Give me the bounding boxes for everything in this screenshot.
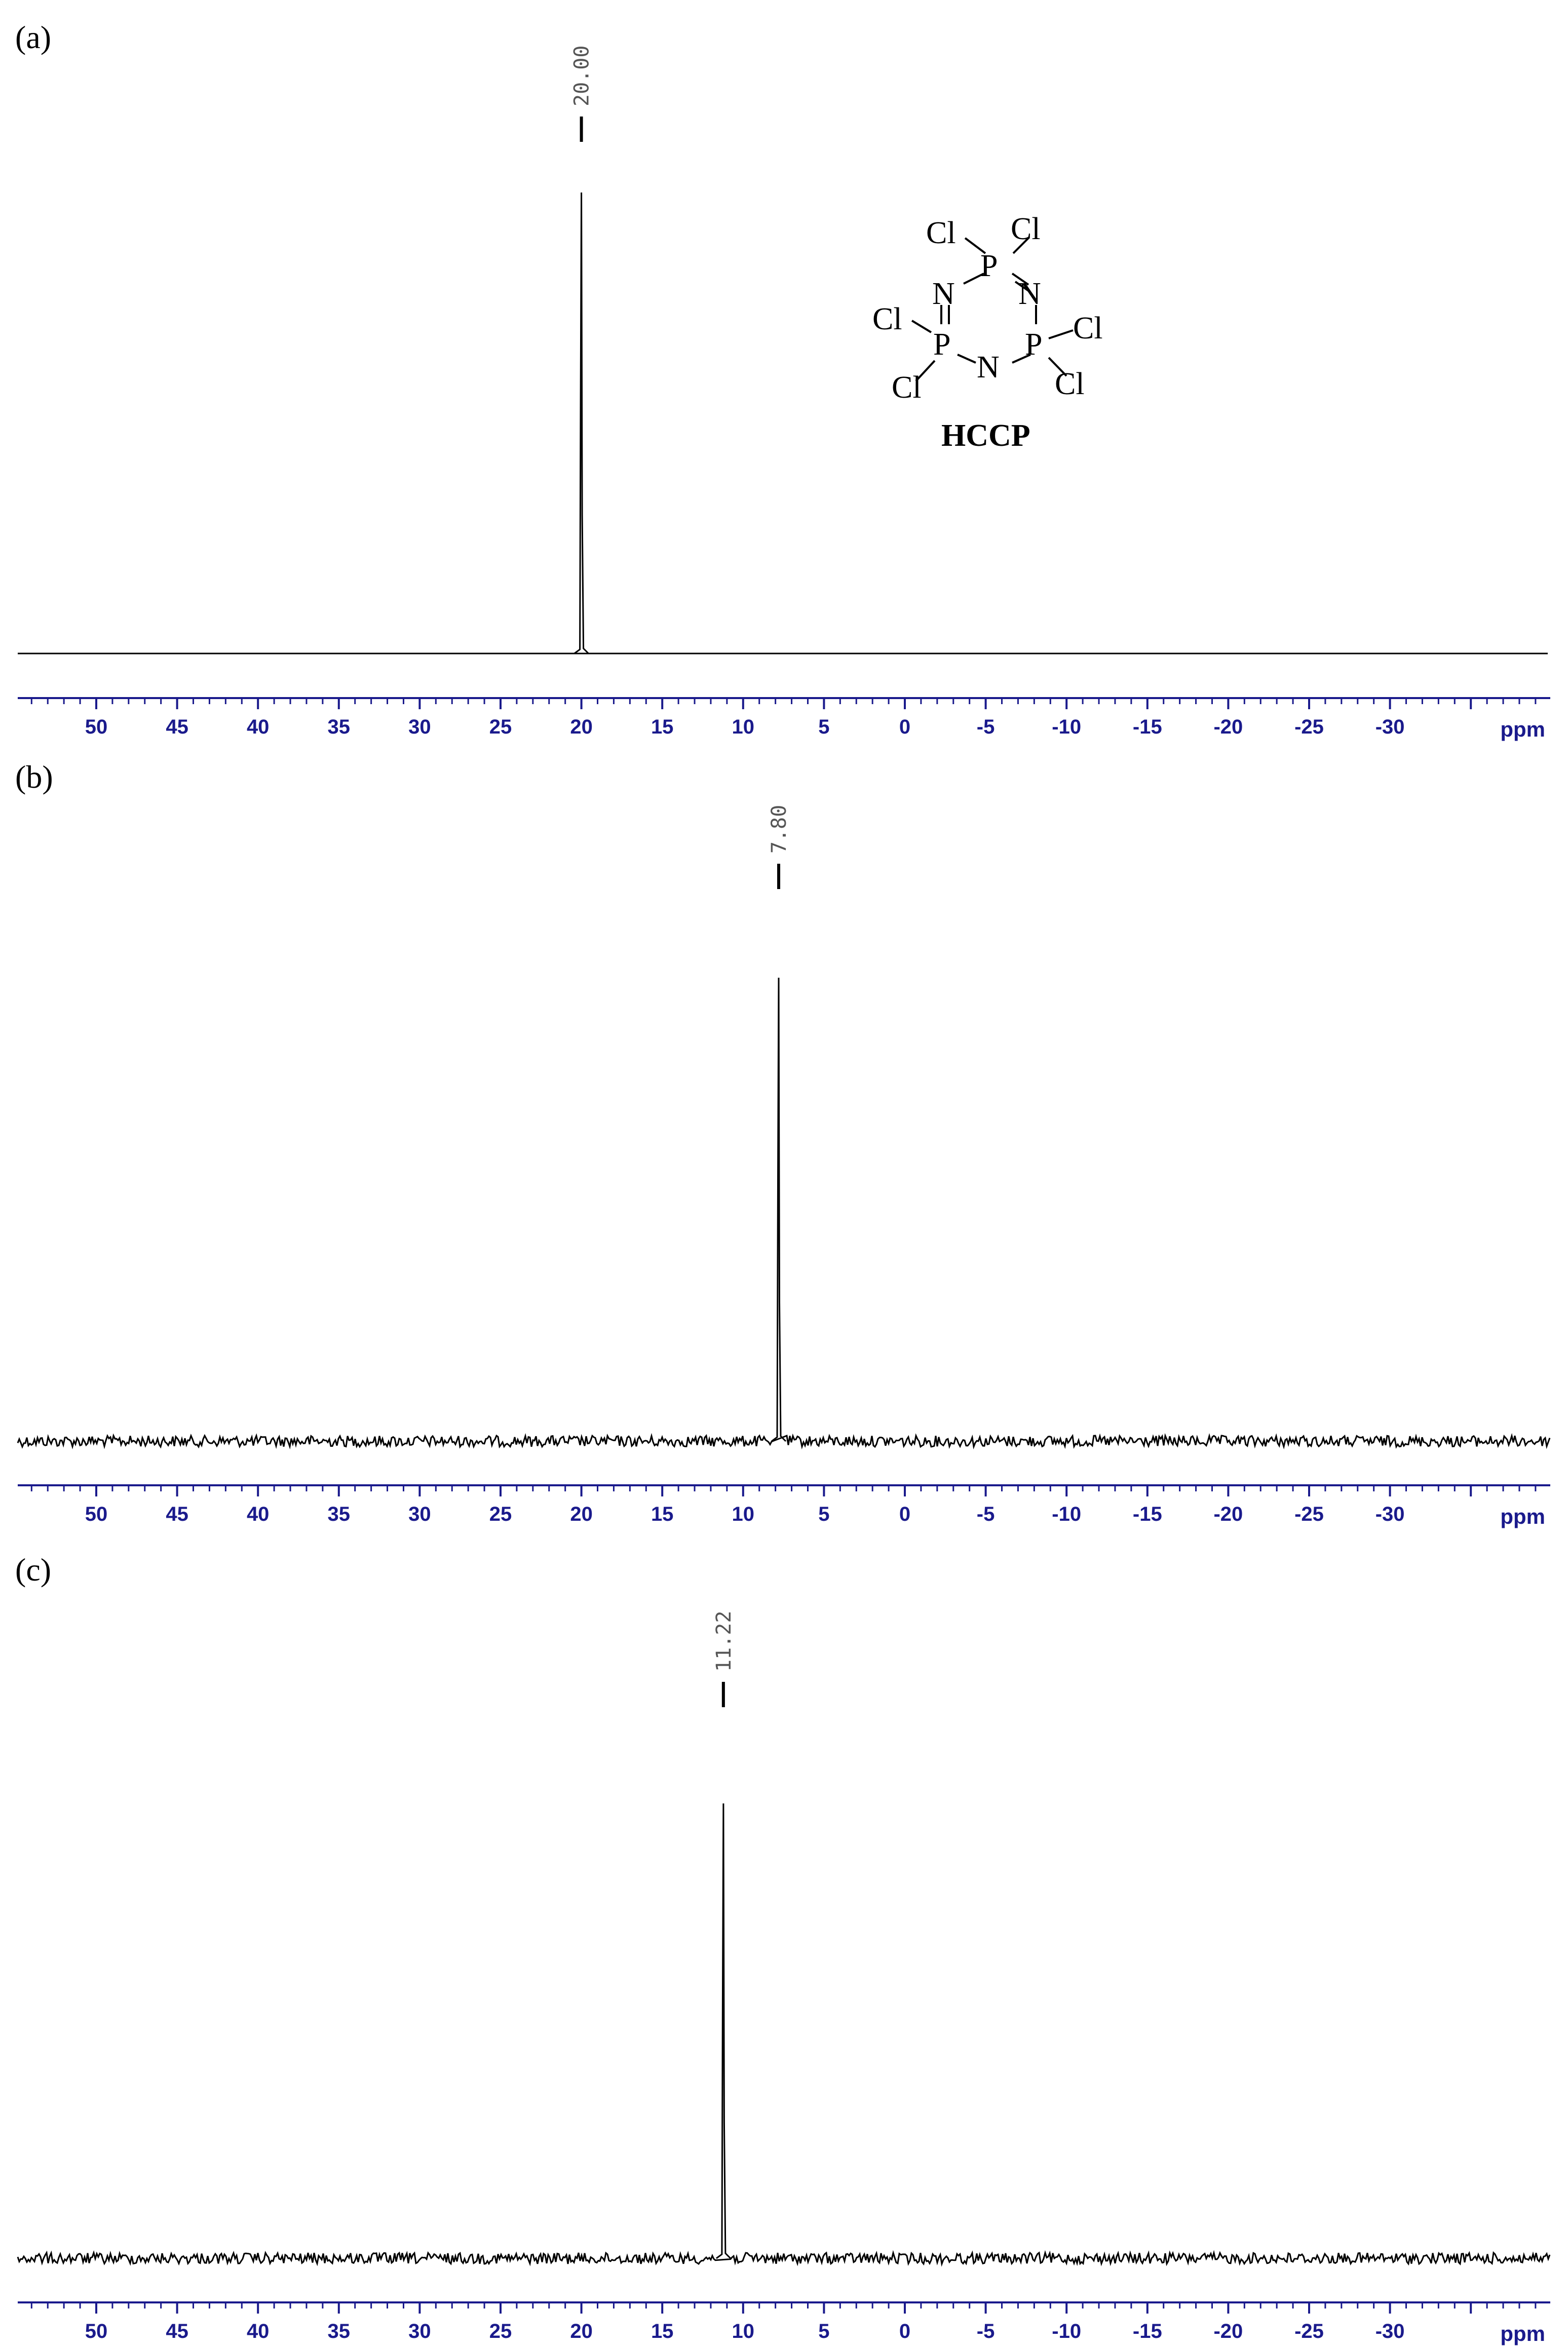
tick-label: 15 xyxy=(651,2320,674,2342)
atom-cl-mid-left: Cl xyxy=(872,302,902,336)
tick-label: 35 xyxy=(328,716,351,738)
atom-cl-top-left: Cl xyxy=(926,216,956,250)
tick-label: 20 xyxy=(570,716,593,738)
peak-shift-label-b: 7.80 xyxy=(768,805,791,854)
tick-label: 45 xyxy=(166,2320,188,2342)
tick-label: 30 xyxy=(408,2320,431,2342)
panel-c: (c) 11.22 50 45 40 35 30 25 20 15 10 5 0 -5 -10 -15 -2… xyxy=(15,1552,1551,2345)
panel-a: (a) 20.00 50 45 40 35 30 25 20 15 10 5 0 -5 -10 -15 -2… xyxy=(15,19,1550,741)
atom-n-left: N xyxy=(932,277,955,311)
peak-shift-label-a: 20.00 xyxy=(570,46,594,106)
tick-label: -5 xyxy=(977,716,995,738)
x-unit-label-a: ppm xyxy=(1500,717,1545,741)
atom-p-top: P xyxy=(980,249,998,283)
atom-p-right: P xyxy=(1025,327,1042,362)
atom-n-right: N xyxy=(1018,277,1041,311)
tick-label: 40 xyxy=(247,1503,270,1525)
tick-label: -15 xyxy=(1133,2320,1162,2342)
tick-label: 5 xyxy=(818,2320,829,2342)
tick-label: 45 xyxy=(166,716,188,738)
tick-label: 0 xyxy=(899,716,910,738)
peak-label-a: 20.00 xyxy=(570,46,594,142)
tick-label: 25 xyxy=(489,716,512,738)
tick-label: -20 xyxy=(1213,1503,1243,1525)
molecule-bonds xyxy=(911,237,1074,382)
tick-label: -10 xyxy=(1052,1503,1081,1525)
tick-label: 35 xyxy=(328,1503,351,1525)
tick-label: -15 xyxy=(1133,716,1162,738)
atom-cl-mid-right: Cl xyxy=(1073,311,1103,345)
tick-label: 40 xyxy=(247,2320,270,2342)
tick-label: 30 xyxy=(408,1503,431,1525)
panel-b: (b) 7.80 50 45 40 35 30 25 20 15 10 5 0 -5 -10 -15 -20… xyxy=(15,759,1551,1528)
spectrum-trace-b xyxy=(17,977,1551,1450)
panel-label-b: (b) xyxy=(15,759,53,795)
tick-label: 0 xyxy=(899,2320,910,2342)
tick-label: 20 xyxy=(570,2320,593,2342)
tick-label: 25 xyxy=(489,2320,512,2342)
spectrum-trace-c xyxy=(17,1803,1551,2267)
tick-label: 20 xyxy=(570,1503,593,1525)
tick-label: 5 xyxy=(818,1503,829,1525)
x-axis-b: 50 45 40 35 30 25 20 15 10 5 0 -5 -10 -15 -20 -25 -30 xyxy=(18,1484,1550,1525)
x-axis-a: 50 45 40 35 30 25 20 15 10 5 0 -5 -10 -15 -20 -25 -30 xyxy=(18,697,1550,738)
tick-label: 10 xyxy=(732,716,755,738)
x-unit-label-b: ppm xyxy=(1500,1505,1545,1528)
tick-label: -15 xyxy=(1133,1503,1162,1525)
tick-label: 5 xyxy=(818,716,829,738)
tick-label: 10 xyxy=(732,1503,755,1525)
tick-label: 10 xyxy=(732,2320,755,2342)
tick-label: 15 xyxy=(651,1503,674,1525)
tick-label: -25 xyxy=(1294,2320,1324,2342)
atom-cl-bottom-right: Cl xyxy=(1055,367,1085,401)
tick-label: -10 xyxy=(1052,716,1081,738)
spectrum-trace-a xyxy=(18,192,1548,655)
panel-label-c: (c) xyxy=(15,1552,51,1588)
atom-cl-top-right: Cl xyxy=(1011,212,1041,246)
tick-label: -5 xyxy=(977,1503,995,1525)
tick-label: -30 xyxy=(1375,1503,1405,1525)
tick-label: 15 xyxy=(651,716,674,738)
atom-p-left: P xyxy=(933,327,950,362)
peak-label-c: 11.22 xyxy=(712,1611,736,1707)
tick-label: 35 xyxy=(328,2320,351,2342)
x-axis-c: 50 45 40 35 30 25 20 15 10 5 0 -5 -10 -15 -20 -25 -30 xyxy=(18,2301,1550,2342)
tick-label: -25 xyxy=(1294,1503,1324,1525)
hccp-structure: Cl Cl P N N Cl P N P Cl Cl Cl HCCP xyxy=(872,212,1103,453)
tick-label: 50 xyxy=(85,1503,108,1525)
peak-label-b: 7.80 xyxy=(768,805,791,889)
atom-cl-bottom-left: Cl xyxy=(892,370,922,405)
tick-label: -30 xyxy=(1375,2320,1405,2342)
tick-label: -30 xyxy=(1375,716,1405,738)
tick-label: 50 xyxy=(85,716,108,738)
x-unit-label-c: ppm xyxy=(1500,2322,1545,2345)
tick-label: 45 xyxy=(166,1503,188,1525)
tick-label: -25 xyxy=(1294,716,1324,738)
tick-label: -5 xyxy=(977,2320,995,2342)
tick-label: 40 xyxy=(247,716,270,738)
peak-shift-label-c: 11.22 xyxy=(712,1611,736,1672)
tick-label: -10 xyxy=(1052,2320,1081,2342)
tick-label: 30 xyxy=(408,716,431,738)
tick-label: -20 xyxy=(1213,716,1243,738)
tick-label: -20 xyxy=(1213,2320,1243,2342)
tick-label: 25 xyxy=(489,1503,512,1525)
atom-n-bottom: N xyxy=(977,350,1000,384)
panel-label-a: (a) xyxy=(15,19,51,55)
tick-label: 0 xyxy=(899,1503,910,1525)
tick-label: 50 xyxy=(85,2320,108,2342)
molecule-name: HCCP xyxy=(941,418,1030,453)
